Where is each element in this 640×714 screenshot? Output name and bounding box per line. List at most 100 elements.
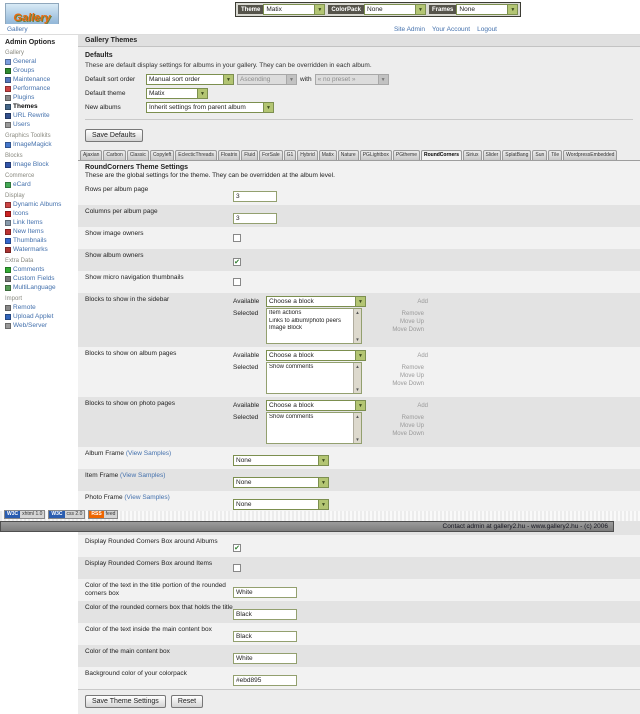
tab-sun[interactable]: Sun <box>532 150 548 160</box>
tab-classic[interactable]: Classic <box>126 150 149 160</box>
save-defaults-button[interactable]: Save Defaults <box>85 129 143 142</box>
photo-frame-select[interactable]: None ▼ <box>233 499 329 510</box>
item-frame-select[interactable]: None ▼ <box>233 477 329 488</box>
blocks-to-show-in-the-sidebar-choose-block-select[interactable]: Choose a block ▼ <box>266 296 366 307</box>
color-of-the-text-inside-the-main-content-box-input[interactable] <box>233 631 297 642</box>
tab-fluid[interactable]: Fluid <box>241 150 259 160</box>
sidebar-item-maintenance[interactable]: Maintenance <box>5 75 78 84</box>
colorpack-select[interactable]: None ▼ <box>364 4 427 15</box>
color-of-the-text-in-the-title-portion-of-the-rounded-corners-box-input[interactable] <box>233 587 297 598</box>
display-rounded-corners-box-around-albums-checkbox[interactable]: ✔ <box>233 544 241 552</box>
listbox-scrollbar[interactable]: ▲ ▼ <box>353 309 361 343</box>
remove-button[interactable]: Remove <box>401 311 424 317</box>
blocks-to-show-on-photo-pages-selected-list-option[interactable]: Show comments <box>269 414 314 420</box>
move-up-button[interactable]: Move Up <box>399 423 424 429</box>
tab-eclecticthreads[interactable]: EclecticThreads <box>175 150 217 160</box>
move-down-button[interactable]: Move Down <box>392 431 424 437</box>
tab-ajaxian[interactable]: Ajaxian <box>80 150 103 160</box>
blocks-to-show-in-the-sidebar-selected-list-option[interactable]: Image Block <box>269 325 303 331</box>
blocks-to-show-on-album-pages-choose-block-select[interactable]: Choose a block ▼ <box>266 350 366 361</box>
sidebar-item-thumbnails[interactable]: Thumbnails <box>5 236 78 245</box>
tab-nature[interactable]: Nature <box>337 150 359 160</box>
sidebar-item-url-rewrite[interactable]: URL Rewrite <box>5 111 78 120</box>
move-down-button[interactable]: Move Down <box>392 327 424 333</box>
theme-select[interactable]: Matix ▼ <box>263 4 326 15</box>
sidebar-item-users[interactable]: Users <box>5 120 78 129</box>
site-admin-link[interactable]: Site Admin <box>393 25 426 33</box>
scroll-down-icon[interactable]: ▼ <box>355 387 360 392</box>
tab-carbon[interactable]: Carbon <box>103 150 126 160</box>
sidebar-item-dynamic-albums[interactable]: Dynamic Albums <box>5 200 78 209</box>
columns-per-album-page-input[interactable] <box>233 213 277 224</box>
blocks-to-show-in-the-sidebar-selected-list-option[interactable]: Links to album/photo peers <box>269 317 342 324</box>
sidebar-item-link-items[interactable]: Link Items <box>5 218 78 227</box>
sidebar-item-groups[interactable]: Groups <box>5 66 78 75</box>
tab-pgtheme[interactable]: PGtheme <box>392 150 420 160</box>
logout-link[interactable]: Logout <box>477 25 497 33</box>
sidebar-item-general[interactable]: General <box>5 57 78 66</box>
tab-roundcorners[interactable]: RoundCorners <box>420 150 462 160</box>
sidebar-item-themes[interactable]: Themes <box>5 102 78 111</box>
blocks-to-show-on-photo-pages-choose-block-select[interactable]: Choose a block ▼ <box>266 400 366 411</box>
tab-pglightbox[interactable]: PGLightbox <box>359 150 392 160</box>
color-of-the-main-content-box-input[interactable] <box>233 653 297 664</box>
tab-copyleft[interactable]: Copyleft <box>149 150 175 160</box>
new-albums-select[interactable]: Inherit settings from parent album ▼ <box>146 102 274 113</box>
sidebar-item-performance[interactable]: Performance <box>5 84 78 93</box>
sidebar-item-web-server[interactable]: Web/Server <box>5 321 78 330</box>
blocks-to-show-in-the-sidebar-selected-list-option[interactable]: Item actions <box>269 310 302 316</box>
album-frame-select[interactable]: None ▼ <box>233 455 329 466</box>
background-color-of-your-colorpack-input[interactable] <box>233 675 297 686</box>
show-album-owners-checkbox[interactable]: ✔ <box>233 258 241 266</box>
remove-button[interactable]: Remove <box>401 365 424 371</box>
tab-tile[interactable]: Tile <box>548 150 563 160</box>
your-account-link[interactable]: Your Account <box>432 25 471 33</box>
default-theme-select[interactable]: Matix ▼ <box>146 88 208 99</box>
display-rounded-corners-box-around-items-checkbox[interactable] <box>233 564 241 572</box>
tab-wordpressembedded[interactable]: WordpressEmbedded <box>563 150 618 160</box>
view-samples-link[interactable]: (View Samples) <box>125 450 172 457</box>
rss-badge[interactable]: RSS feed <box>88 510 119 519</box>
scroll-up-icon[interactable]: ▲ <box>355 310 360 315</box>
sidebar-item-imagemagick[interactable]: ImageMagick <box>5 140 78 149</box>
show-image-owners-checkbox[interactable] <box>233 234 241 242</box>
view-samples-link[interactable]: (View Samples) <box>120 472 166 479</box>
scroll-down-icon[interactable]: ▼ <box>355 437 360 442</box>
sidebar-item-ecard[interactable]: eCard <box>5 180 78 189</box>
css-badge[interactable]: W3C css 2.0 <box>48 510 86 519</box>
frames-select[interactable]: None ▼ <box>456 4 519 15</box>
sidebar-item-upload-applet[interactable]: Upload Applet <box>5 312 78 321</box>
move-up-button[interactable]: Move Up <box>399 319 424 325</box>
add-button[interactable]: Add <box>417 299 428 305</box>
tab-g1[interactable]: G1 <box>283 150 297 160</box>
reset-button[interactable]: Reset <box>170 695 204 708</box>
add-button[interactable]: Add <box>417 353 428 359</box>
move-up-button[interactable]: Move Up <box>399 373 424 379</box>
remove-button[interactable]: Remove <box>401 415 424 421</box>
sidebar-item-image-block[interactable]: Image Block <box>5 160 78 169</box>
sidebar-item-watermarks[interactable]: Watermarks <box>5 245 78 254</box>
sidebar-item-plugins[interactable]: Plugins <box>5 93 78 102</box>
save-theme-settings-button[interactable]: Save Theme Settings <box>85 695 166 708</box>
listbox-scrollbar[interactable]: ▲ ▼ <box>353 413 361 443</box>
scroll-down-icon[interactable]: ▼ <box>355 337 360 342</box>
scroll-up-icon[interactable]: ▲ <box>355 414 360 419</box>
color-of-the-rounded-corners-box-that-holds-the-title-input[interactable] <box>233 609 297 620</box>
rows-per-album-page-input[interactable] <box>233 191 277 202</box>
tab-matix[interactable]: Matix <box>318 150 337 160</box>
xhtml-badge[interactable]: W3C xhtml 1.0 <box>4 510 46 519</box>
sidebar-item-new-items[interactable]: New Items <box>5 227 78 236</box>
sidebar-item-custom-fields[interactable]: Custom Fields <box>5 274 78 283</box>
listbox-scrollbar[interactable]: ▲ ▼ <box>353 363 361 393</box>
tab-siriux[interactable]: Siriux <box>462 150 482 160</box>
tab-forsale[interactable]: ForSale <box>259 150 283 160</box>
default-sort-order-select[interactable]: Manual sort order ▼ <box>146 74 234 85</box>
tab-splatbang[interactable]: SplatBang <box>502 150 532 160</box>
sidebar-item-comments[interactable]: Comments <box>5 265 78 274</box>
view-samples-link[interactable]: (View Samples) <box>124 494 170 501</box>
sidebar-item-remote[interactable]: Remote <box>5 303 78 312</box>
sidebar-item-icons[interactable]: Icons <box>5 209 78 218</box>
scroll-up-icon[interactable]: ▲ <box>355 364 360 369</box>
breadcrumb-gallery-link[interactable]: Gallery <box>7 25 28 33</box>
tab-floatrix[interactable]: Floatrix <box>217 150 241 160</box>
